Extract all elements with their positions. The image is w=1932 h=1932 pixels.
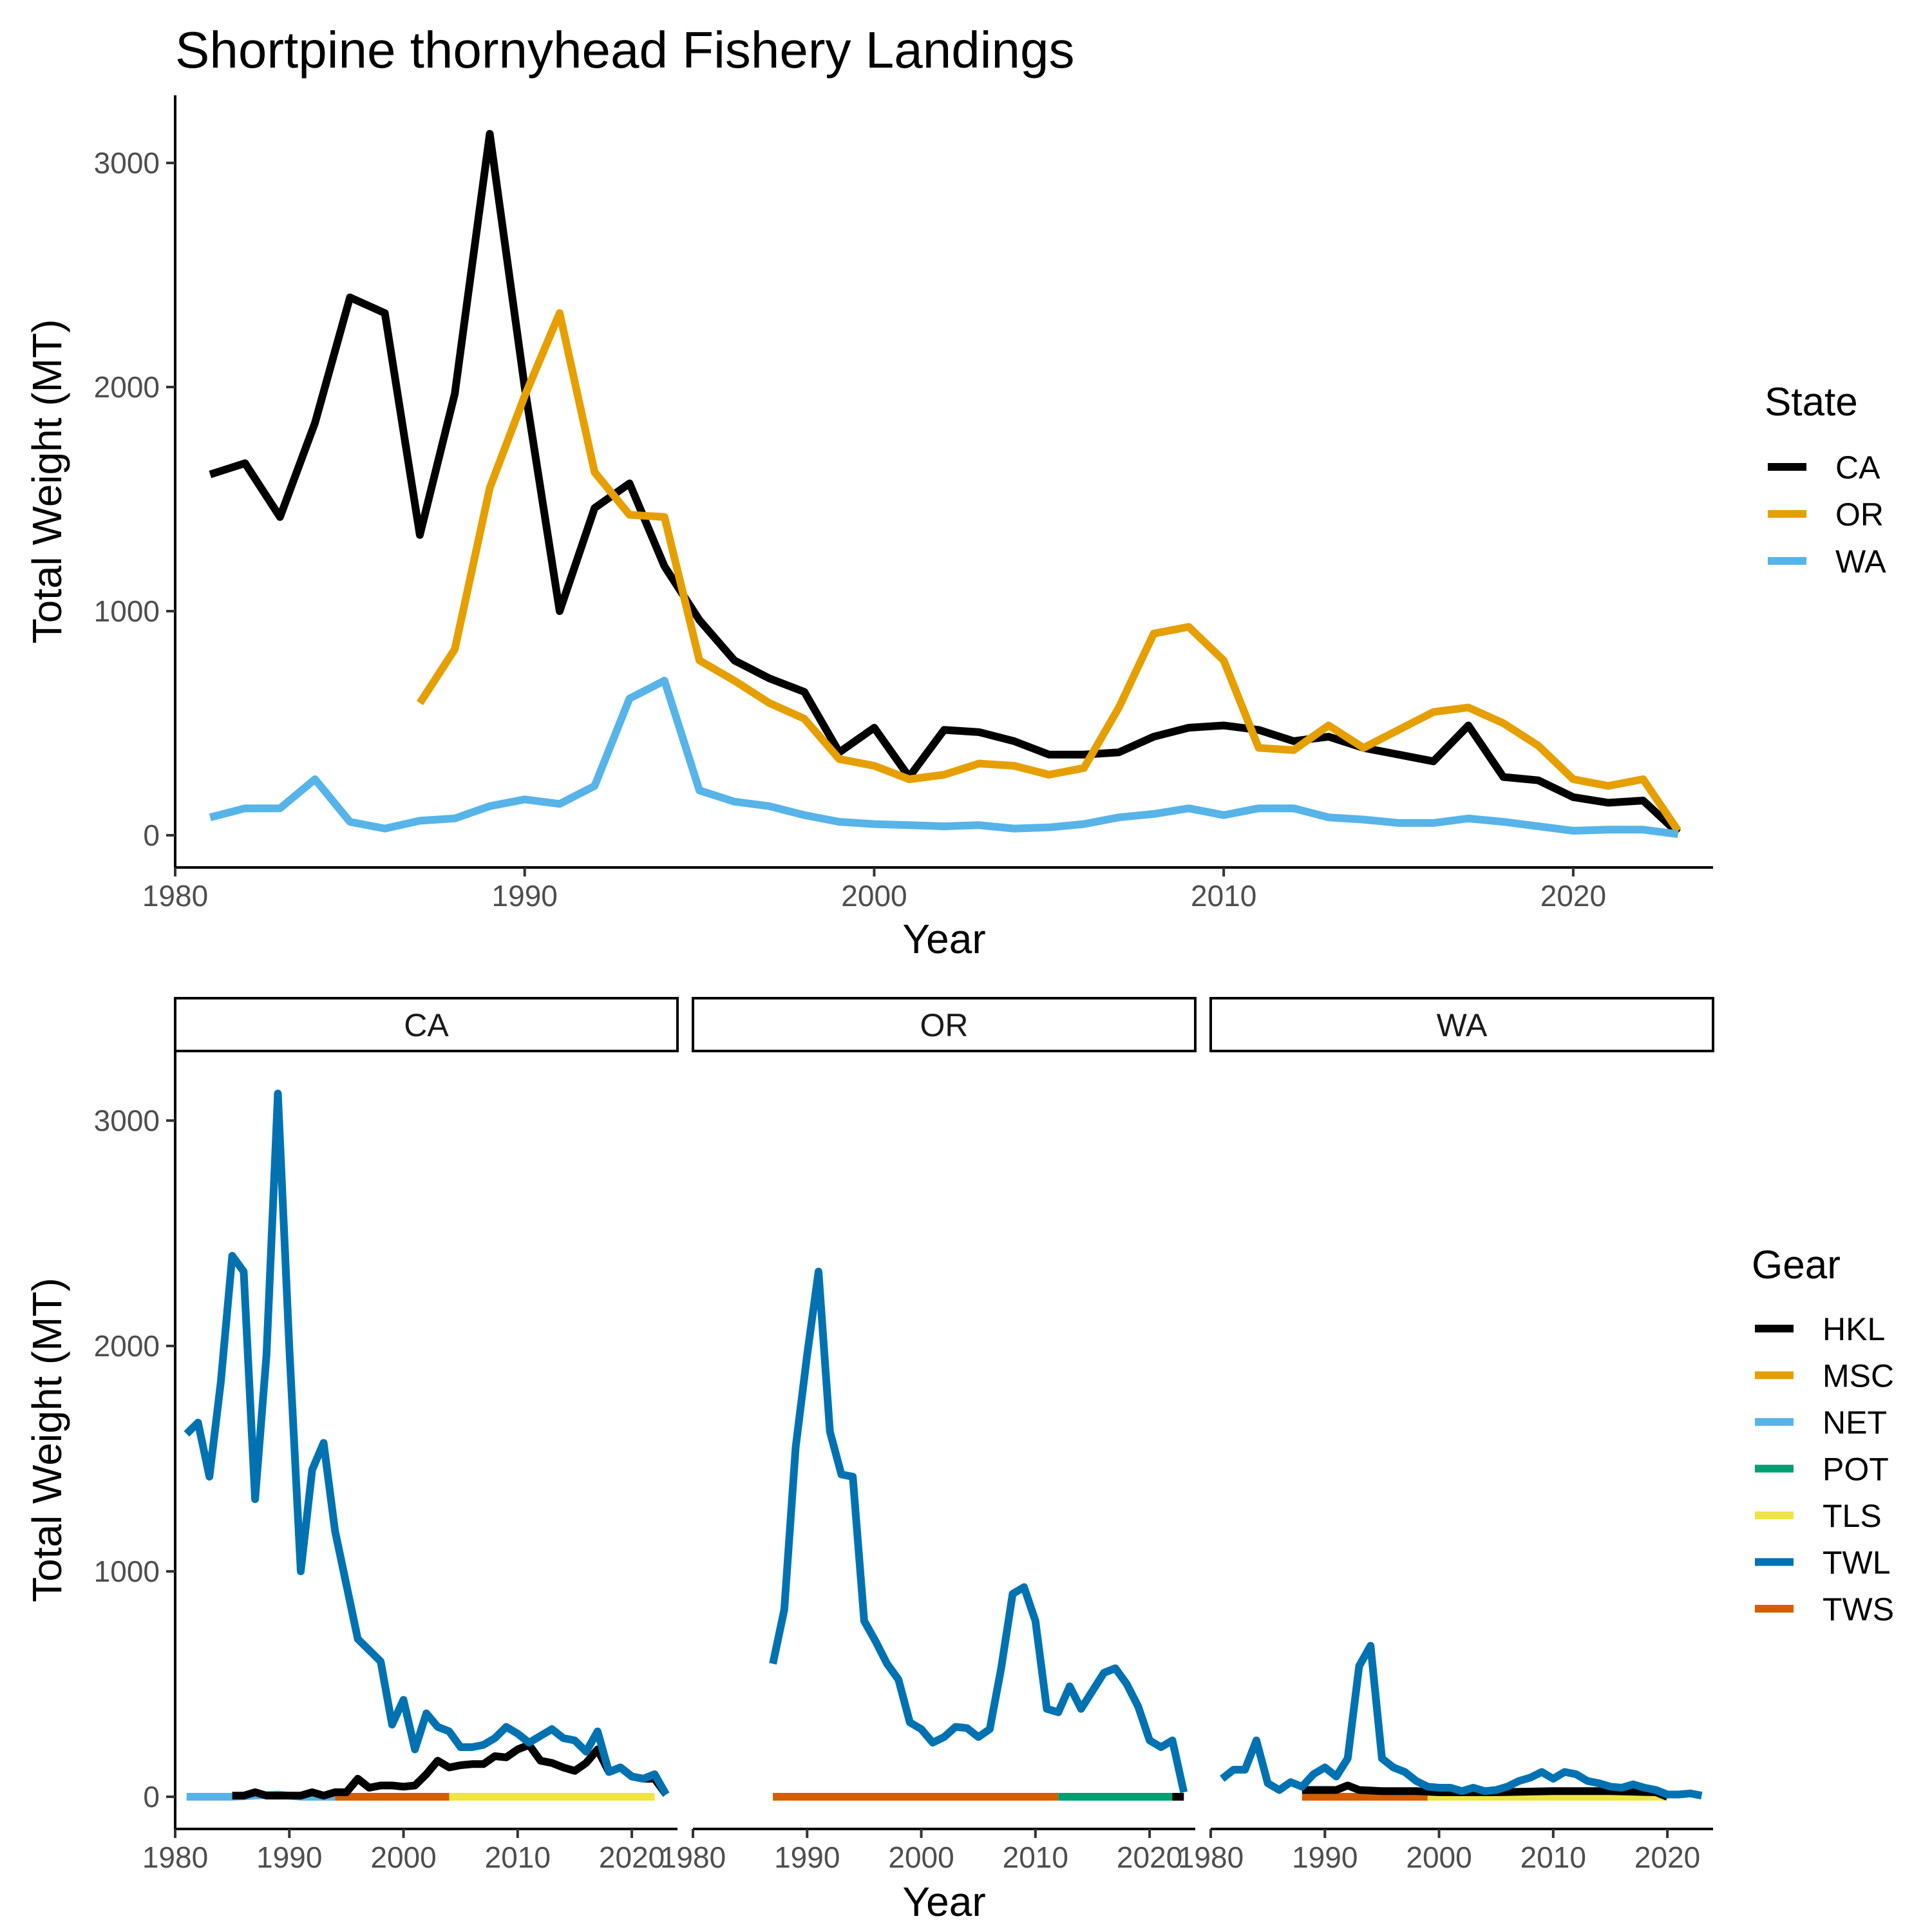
- facet-x-tick-label: 1980: [660, 1841, 726, 1874]
- state-legend-title: State: [1765, 380, 1858, 424]
- facet-strip: [174, 997, 679, 1052]
- y-axis-title: Total Weight (MT): [24, 319, 70, 644]
- x-axis-title: Year: [902, 916, 985, 962]
- facet-x-tick-label: 2020: [1634, 1841, 1700, 1874]
- facet-y-tick-label: 2000: [94, 1329, 160, 1363]
- facet-strip: [692, 997, 1197, 1052]
- legend-label-msc: MSC: [1823, 1358, 1894, 1394]
- facet-x-tick-label: 2020: [1117, 1841, 1182, 1874]
- x-tick-label: 1980: [142, 879, 208, 913]
- legend-label-ca: CA: [1835, 450, 1880, 486]
- legend-label-pot: POT: [1823, 1452, 1889, 1488]
- gear-line-twl: [1219, 1642, 1703, 1800]
- legend-label-wa: WA: [1835, 544, 1886, 580]
- facet-y-tick-label: 1000: [94, 1555, 160, 1588]
- state-panel: 0 1000 2000 3000 1980 1990 2000 2010 2020 Year Tot…: [24, 95, 1713, 962]
- facet-panel-wa: WA 1980 1990 2000 2010 2020: [1178, 997, 1714, 1874]
- series-line-ca: [209, 129, 1681, 836]
- facet-x-axis-title: Year: [902, 1879, 985, 1925]
- facet-strip-label: OR: [920, 1007, 969, 1043]
- facet-strip-label: CA: [404, 1007, 449, 1043]
- facet-panel-or: OR 1980 1990 2000 2010 2020: [660, 997, 1197, 1874]
- gear-legend: Gear HKL MSC NET POT TLS TWL TWS: [1752, 1243, 1894, 1627]
- facet-x-tick-label: 2020: [599, 1841, 665, 1874]
- facet-y-tick-label: 0: [143, 1780, 160, 1814]
- x-tick-label: 2010: [1191, 879, 1256, 913]
- facet-x-tick-label: 2010: [485, 1841, 551, 1874]
- facet-x-tick-label: 1990: [1292, 1841, 1358, 1874]
- gear-line-hkl: [232, 1741, 670, 1800]
- facet-x-tick-label: 2000: [888, 1841, 954, 1874]
- facet-y-axis-title: Total Weight (MT): [24, 1278, 70, 1602]
- legend-label-twl: TWL: [1823, 1545, 1891, 1581]
- gear-legend-title: Gear: [1752, 1243, 1841, 1287]
- y-tick-label: 0: [143, 819, 160, 852]
- facet-panel-ca: CA 1980 1990 2000 2010 2020: [142, 997, 679, 1874]
- state-legend: State CA OR WA: [1765, 380, 1886, 580]
- legend-label-tls: TLS: [1823, 1498, 1882, 1534]
- gear-facets: 0 1000 2000 3000 Total Weight (MT) Year CA 1980…: [24, 997, 1714, 1925]
- x-tick-label: 1990: [492, 879, 558, 913]
- facet-x-tick-label: 2010: [1520, 1841, 1586, 1874]
- chart-title: Shortpine thornyhead Fishery Landings: [175, 21, 1074, 79]
- facet-strip-label: WA: [1437, 1007, 1488, 1043]
- y-tick-label: 2000: [94, 370, 160, 404]
- y-tick-label: 1000: [94, 594, 160, 628]
- series-line-or: [416, 309, 1681, 833]
- x-tick-label: 2000: [841, 879, 907, 913]
- legend-label-hkl: HKL: [1823, 1311, 1885, 1347]
- facet-y-tick-label: 3000: [94, 1104, 160, 1137]
- legend-label-or: OR: [1835, 497, 1884, 533]
- gear-line-twl: [769, 1267, 1188, 1794]
- series-line-wa: [209, 676, 1679, 838]
- x-tick-label: 2020: [1540, 879, 1606, 913]
- gear-line-twl: [184, 1090, 670, 1797]
- facet-strip: [1209, 997, 1714, 1052]
- facet-x-tick-label: 1980: [142, 1841, 208, 1874]
- facet-x-tick-label: 2010: [1003, 1841, 1068, 1874]
- facet-x-tick-label: 1980: [1178, 1841, 1244, 1874]
- y-tick-label: 3000: [94, 146, 160, 180]
- gear-line-hkl: [1302, 1781, 1669, 1801]
- facet-x-tick-label: 2000: [1406, 1841, 1472, 1874]
- legend-label-net: NET: [1823, 1405, 1887, 1441]
- facet-x-tick-label: 1990: [256, 1841, 322, 1874]
- legend-label-tws: TWS: [1823, 1591, 1894, 1627]
- facet-x-tick-label: 1990: [774, 1841, 840, 1874]
- facet-x-tick-label: 2000: [370, 1841, 436, 1874]
